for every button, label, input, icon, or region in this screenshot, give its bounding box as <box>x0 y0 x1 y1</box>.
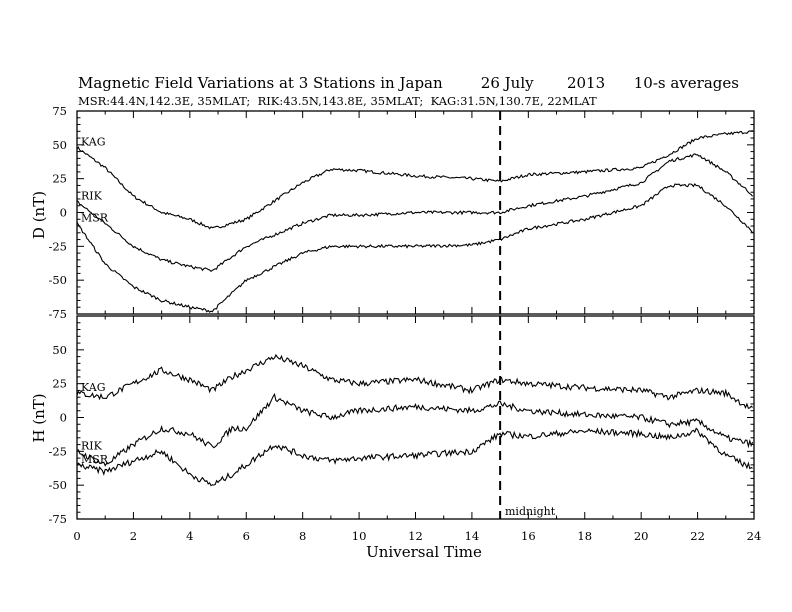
chart-title: Magnetic Field Variations at 3 Stations … <box>78 74 739 92</box>
series-label-kag: KAG <box>81 136 106 149</box>
x-tick-label: 8 <box>299 529 306 543</box>
series-label-msr: MSR <box>81 211 109 224</box>
series-label-msr: MSR <box>81 453 109 466</box>
chart-subtitle: MSR:44.4N,142.3E, 35MLAT; RIK:43.5N,143.… <box>78 94 597 108</box>
y-tick-label: -75 <box>48 512 67 526</box>
y-tick-label: 25 <box>52 377 67 391</box>
series-label-kag: KAG <box>81 381 106 394</box>
x-tick-label: 2 <box>130 529 137 543</box>
series-label-rik: RIK <box>81 439 103 452</box>
x-tick-label: 16 <box>521 529 536 543</box>
x-tick-label: 0 <box>73 529 80 543</box>
y-tick-label: 25 <box>52 172 67 186</box>
x-axis-label: Universal Time <box>366 543 482 561</box>
x-tick-label: 20 <box>634 529 649 543</box>
series-line-rik <box>77 392 754 467</box>
plot-layer: 7550250-25-50-75KAGRIKMSR50250-25-50-750… <box>48 104 761 543</box>
y-tick-label: 75 <box>52 104 67 118</box>
x-tick-label: 18 <box>577 529 592 543</box>
series-line-msr <box>76 183 754 313</box>
x-tick-label: 6 <box>243 529 250 543</box>
y-tick-label: -25 <box>48 239 67 253</box>
y-tick-label: -25 <box>48 444 67 458</box>
y-tick-label: 50 <box>52 343 67 357</box>
series-label-rik: RIK <box>81 190 103 203</box>
bottom-y-axis-label: H (nT) <box>30 393 48 442</box>
series-line-kag <box>76 129 753 230</box>
x-tick-label: 14 <box>465 529 480 543</box>
x-tick-label: 4 <box>186 529 193 543</box>
series-line-msr <box>76 427 753 487</box>
y-tick-label: 50 <box>52 138 67 152</box>
y-tick-label: 0 <box>60 411 67 425</box>
series-line-rik <box>76 153 754 273</box>
x-tick-label: 22 <box>690 529 705 543</box>
y-tick-label: -50 <box>48 273 67 287</box>
top-y-axis-label: D (nT) <box>30 191 48 239</box>
x-tick-label: 24 <box>747 529 762 543</box>
series-line-kag <box>76 353 753 410</box>
y-tick-label: -75 <box>48 307 67 321</box>
x-tick-label: 12 <box>408 529 423 543</box>
midnight-annotation: midnight <box>505 505 556 518</box>
x-tick-label: 10 <box>352 529 367 543</box>
plot-frame-2 <box>76 315 755 520</box>
y-tick-label: -50 <box>48 478 67 492</box>
y-tick-label: 0 <box>60 206 67 220</box>
